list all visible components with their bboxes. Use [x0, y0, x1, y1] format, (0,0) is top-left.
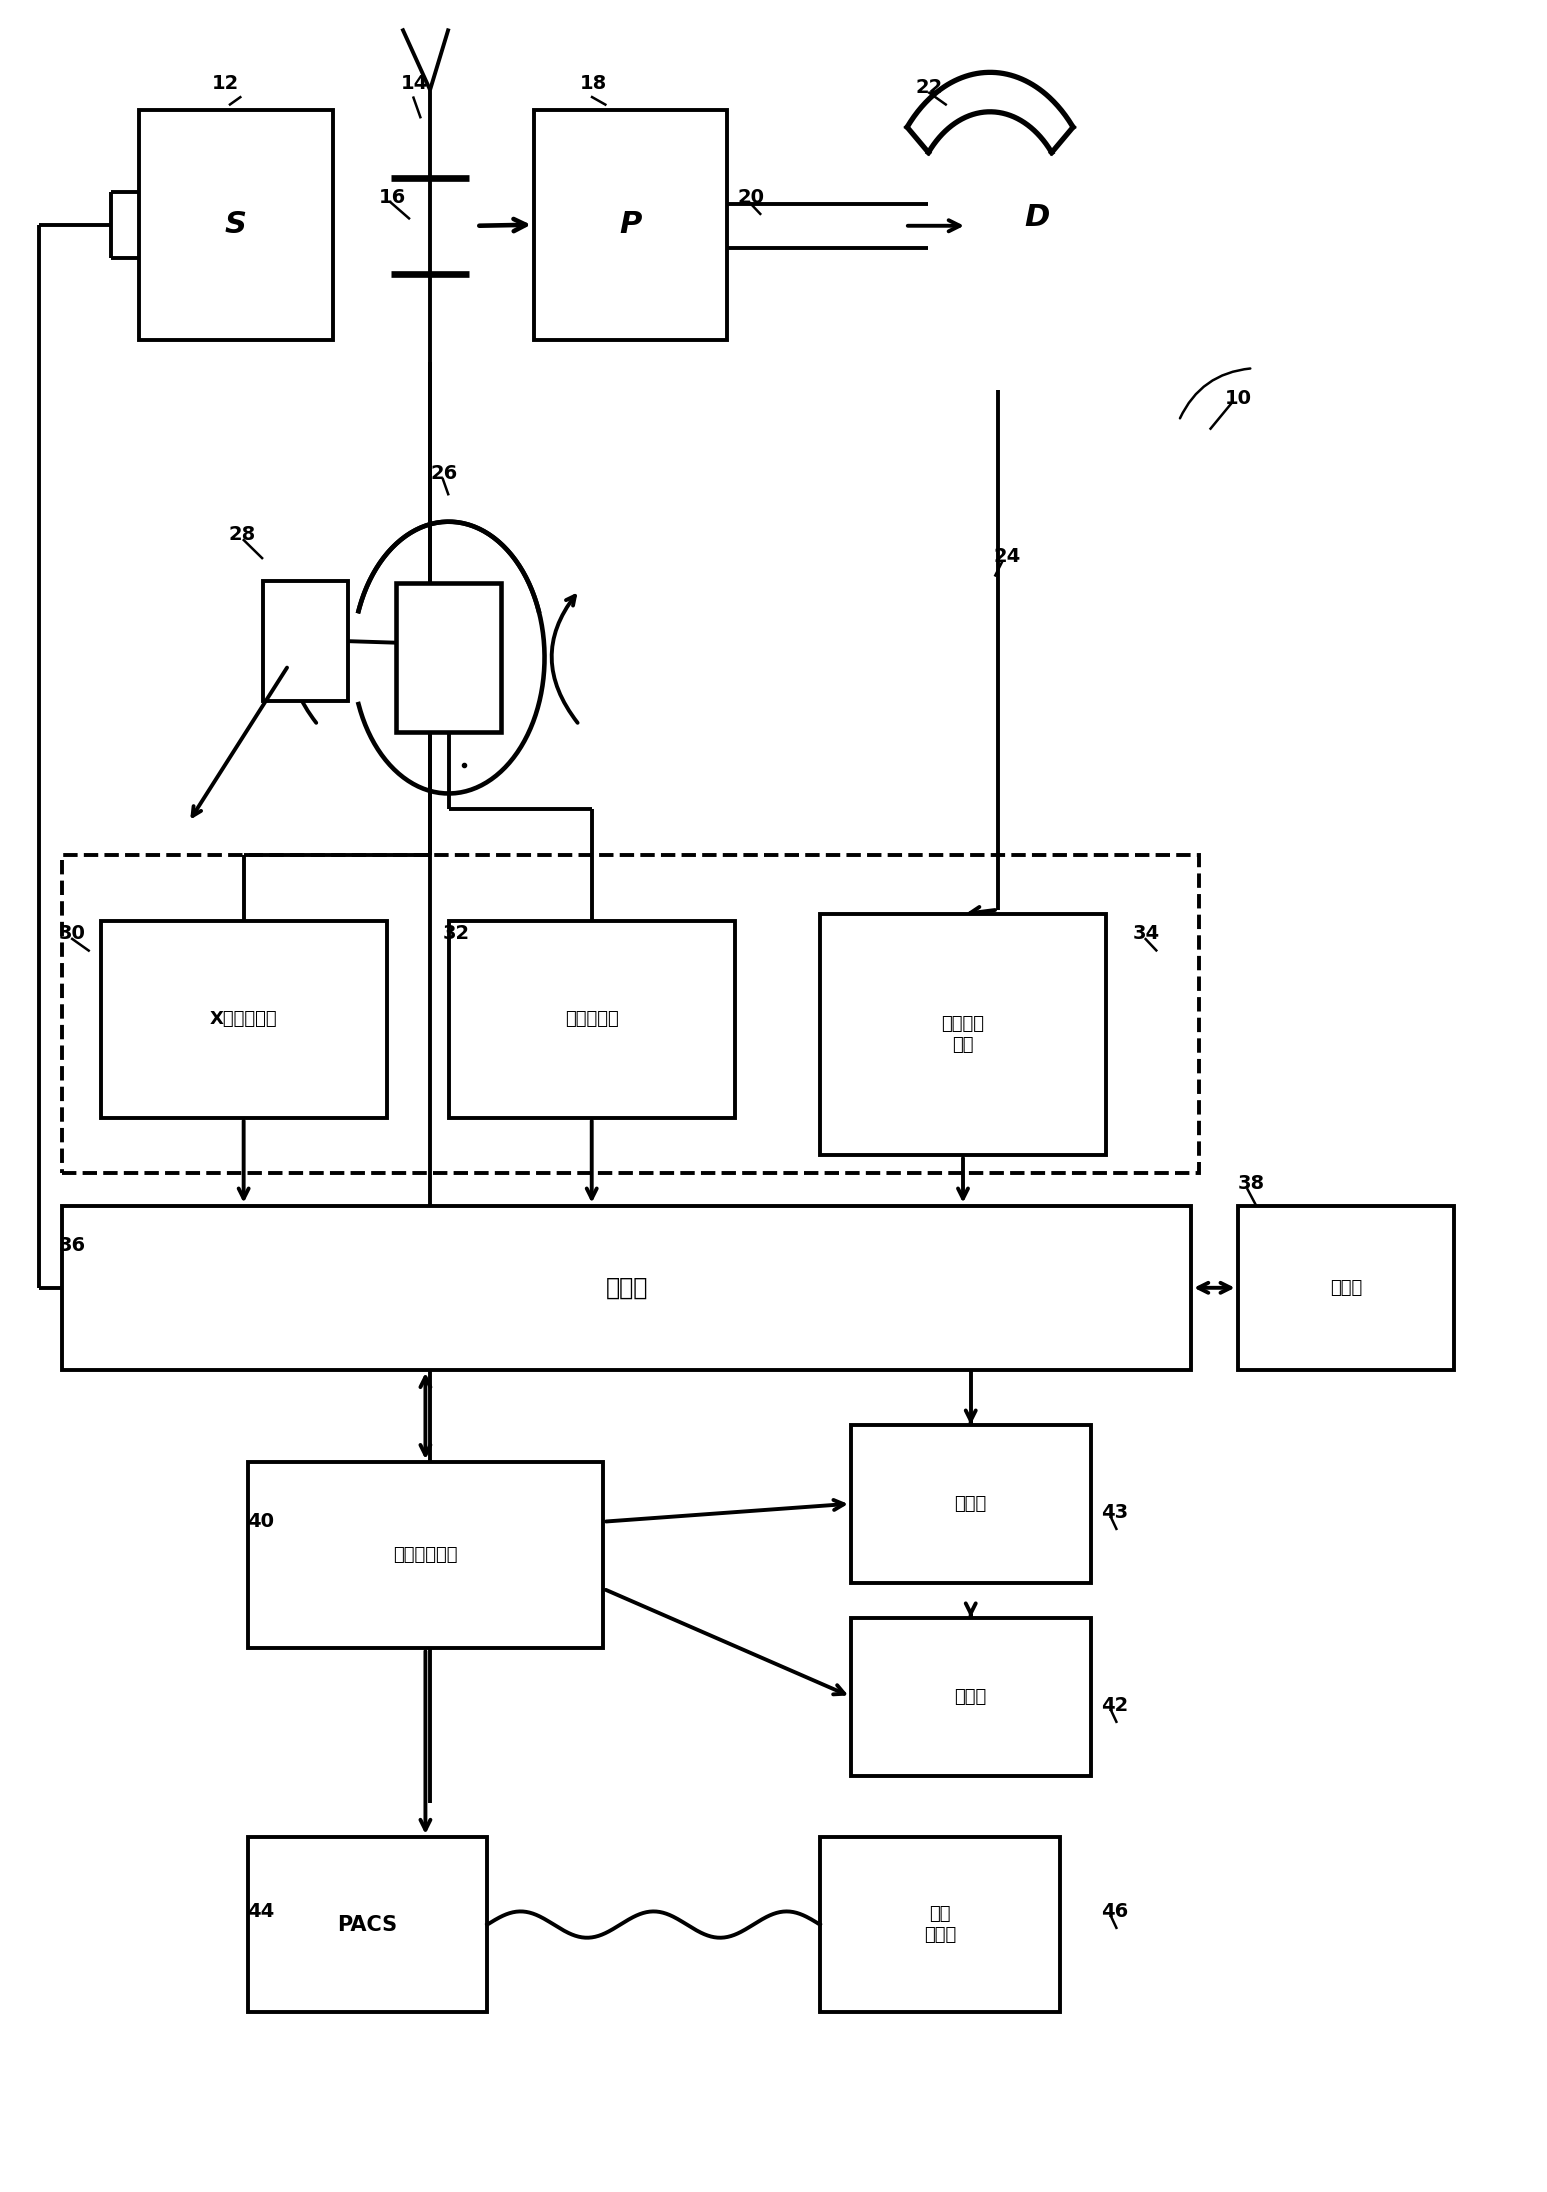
Text: 显示器: 显示器 — [954, 1688, 987, 1705]
Text: P: P — [619, 210, 642, 239]
Bar — [263, 581, 348, 701]
Text: 22: 22 — [916, 79, 944, 96]
Bar — [396, 583, 501, 732]
Text: 43: 43 — [1101, 1504, 1129, 1521]
Bar — [101, 921, 387, 1118]
Bar — [820, 1837, 1060, 2012]
Text: 20: 20 — [738, 189, 764, 206]
Bar — [851, 1618, 1091, 1776]
Text: 26: 26 — [430, 465, 458, 482]
Text: PACS: PACS — [337, 1914, 398, 1936]
Text: 数据采集
系统: 数据采集 系统 — [942, 1015, 984, 1054]
Bar — [62, 1206, 1191, 1370]
Bar — [534, 110, 727, 340]
Bar — [449, 921, 735, 1118]
Text: 30: 30 — [59, 925, 85, 943]
Bar — [248, 1462, 603, 1648]
Text: 操作员工作站: 操作员工作站 — [393, 1545, 458, 1565]
Text: 14: 14 — [401, 75, 429, 92]
Text: 42: 42 — [1101, 1697, 1129, 1714]
Text: 32: 32 — [442, 925, 470, 943]
Bar — [62, 855, 1199, 1173]
Text: 16: 16 — [379, 189, 407, 206]
Text: D: D — [1024, 202, 1049, 232]
Bar — [851, 1425, 1091, 1583]
Text: 38: 38 — [1238, 1175, 1265, 1192]
Text: 24: 24 — [993, 548, 1021, 566]
Text: 34: 34 — [1132, 925, 1160, 943]
Text: 12: 12 — [212, 75, 240, 92]
Text: S: S — [224, 210, 248, 239]
Text: 18: 18 — [580, 75, 608, 92]
Text: 电机控制器: 电机控制器 — [565, 1011, 619, 1028]
Text: 10: 10 — [1225, 390, 1252, 408]
Text: 存储器: 存储器 — [1330, 1278, 1361, 1298]
Text: 46: 46 — [1101, 1903, 1129, 1920]
Bar — [820, 914, 1106, 1155]
Text: 36: 36 — [59, 1236, 87, 1254]
Text: 40: 40 — [248, 1512, 274, 1530]
Text: 打印机: 打印机 — [954, 1495, 987, 1512]
Text: 44: 44 — [248, 1903, 275, 1920]
Bar — [139, 110, 333, 340]
Text: 28: 28 — [229, 526, 257, 544]
Text: X射线控制器: X射线控制器 — [210, 1011, 277, 1028]
Bar — [1238, 1206, 1454, 1370]
Bar — [248, 1837, 487, 2012]
Text: 远程
客户端: 远程 客户端 — [924, 1905, 956, 1944]
Text: 计算机: 计算机 — [605, 1276, 648, 1300]
